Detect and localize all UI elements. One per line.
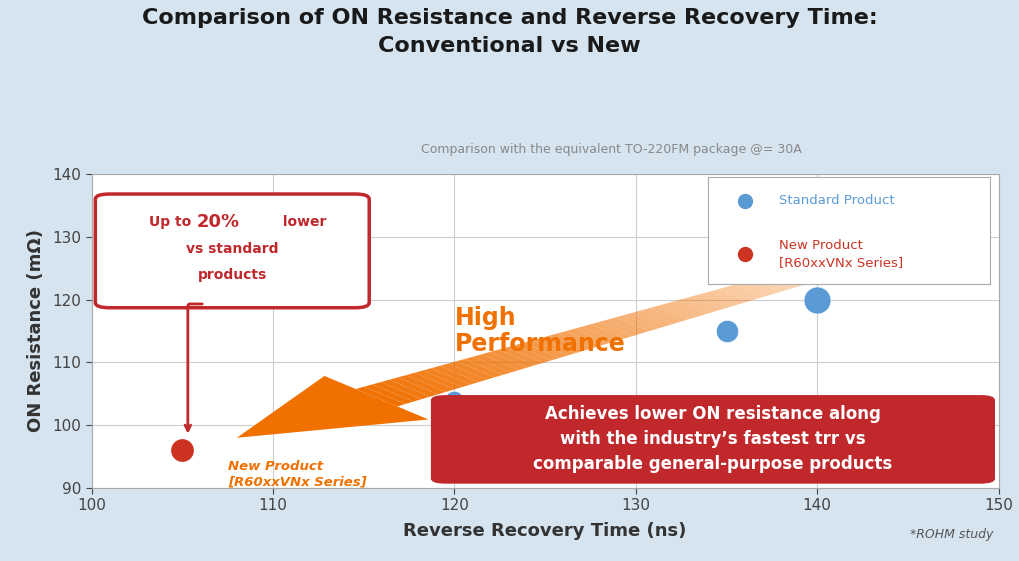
Polygon shape: [364, 384, 414, 404]
X-axis label: Reverse Recovery Time (ns): Reverse Recovery Time (ns): [404, 522, 687, 540]
Polygon shape: [415, 370, 463, 389]
Text: lower: lower: [277, 215, 326, 229]
Polygon shape: [482, 352, 527, 370]
Point: [446, 396, 463, 404]
Polygon shape: [675, 299, 713, 314]
Text: *ROHM study: *ROHM study: [910, 528, 994, 541]
FancyBboxPatch shape: [431, 395, 995, 484]
Text: Up to: Up to: [149, 215, 196, 229]
Polygon shape: [649, 306, 690, 321]
Polygon shape: [843, 252, 876, 266]
Point: [174, 446, 191, 455]
Polygon shape: [498, 347, 543, 365]
Polygon shape: [725, 285, 762, 300]
Polygon shape: [356, 387, 406, 406]
Text: 20%: 20%: [197, 213, 239, 231]
Polygon shape: [750, 278, 787, 292]
Polygon shape: [465, 357, 511, 375]
Polygon shape: [574, 327, 616, 343]
Polygon shape: [758, 276, 795, 290]
Polygon shape: [817, 260, 852, 273]
Polygon shape: [457, 359, 502, 378]
Polygon shape: [657, 304, 698, 319]
Polygon shape: [557, 331, 600, 348]
Text: New Product
[R60xxVNx Series]: New Product [R60xxVNx Series]: [228, 460, 367, 489]
Polygon shape: [633, 310, 674, 327]
Polygon shape: [784, 269, 819, 283]
Polygon shape: [683, 297, 721, 312]
Polygon shape: [691, 295, 730, 309]
Polygon shape: [800, 264, 836, 278]
Polygon shape: [548, 334, 592, 351]
Polygon shape: [734, 283, 770, 297]
Polygon shape: [708, 289, 746, 305]
Polygon shape: [566, 329, 608, 346]
Point: [809, 295, 825, 304]
Text: Achieves lower ON resistance along
with the industry’s fastest trr vs
comparable: Achieves lower ON resistance along with …: [533, 406, 893, 473]
Point: [718, 327, 735, 335]
Polygon shape: [236, 376, 429, 438]
Y-axis label: ON Resistance (mΩ): ON Resistance (mΩ): [28, 229, 46, 433]
Polygon shape: [607, 318, 649, 334]
Text: products: products: [198, 268, 267, 282]
Polygon shape: [431, 366, 479, 385]
Polygon shape: [792, 266, 827, 280]
Polygon shape: [641, 308, 682, 324]
Polygon shape: [406, 373, 454, 392]
Text: Comparison of ON Resistance and Reverse Recovery Time:: Comparison of ON Resistance and Reverse …: [142, 8, 877, 29]
Polygon shape: [540, 336, 584, 353]
Polygon shape: [775, 271, 811, 285]
Text: High
Performance: High Performance: [454, 306, 626, 356]
Polygon shape: [834, 255, 868, 268]
Polygon shape: [599, 320, 641, 336]
Text: Conventional vs New: Conventional vs New: [378, 36, 641, 57]
Polygon shape: [625, 312, 665, 329]
Polygon shape: [439, 364, 486, 382]
Polygon shape: [851, 250, 884, 263]
Polygon shape: [767, 273, 803, 287]
Polygon shape: [381, 380, 430, 399]
Text: vs standard: vs standard: [186, 242, 278, 256]
Polygon shape: [615, 315, 657, 331]
Polygon shape: [389, 378, 438, 397]
Text: Comparison with the equivalent TO-220FM package @= 30A: Comparison with the equivalent TO-220FM …: [421, 143, 802, 156]
FancyBboxPatch shape: [96, 194, 369, 308]
Polygon shape: [825, 257, 860, 270]
Polygon shape: [591, 322, 633, 338]
Polygon shape: [515, 343, 559, 360]
Polygon shape: [372, 382, 422, 402]
Polygon shape: [490, 350, 535, 367]
Polygon shape: [666, 301, 705, 316]
Polygon shape: [716, 287, 754, 302]
Polygon shape: [532, 338, 576, 356]
Polygon shape: [397, 375, 446, 394]
Polygon shape: [506, 345, 551, 363]
Polygon shape: [524, 341, 568, 358]
Polygon shape: [423, 368, 471, 387]
Polygon shape: [700, 292, 738, 307]
Polygon shape: [809, 262, 844, 275]
Polygon shape: [448, 361, 494, 380]
Polygon shape: [473, 355, 519, 373]
Polygon shape: [582, 324, 625, 341]
Polygon shape: [742, 280, 779, 295]
